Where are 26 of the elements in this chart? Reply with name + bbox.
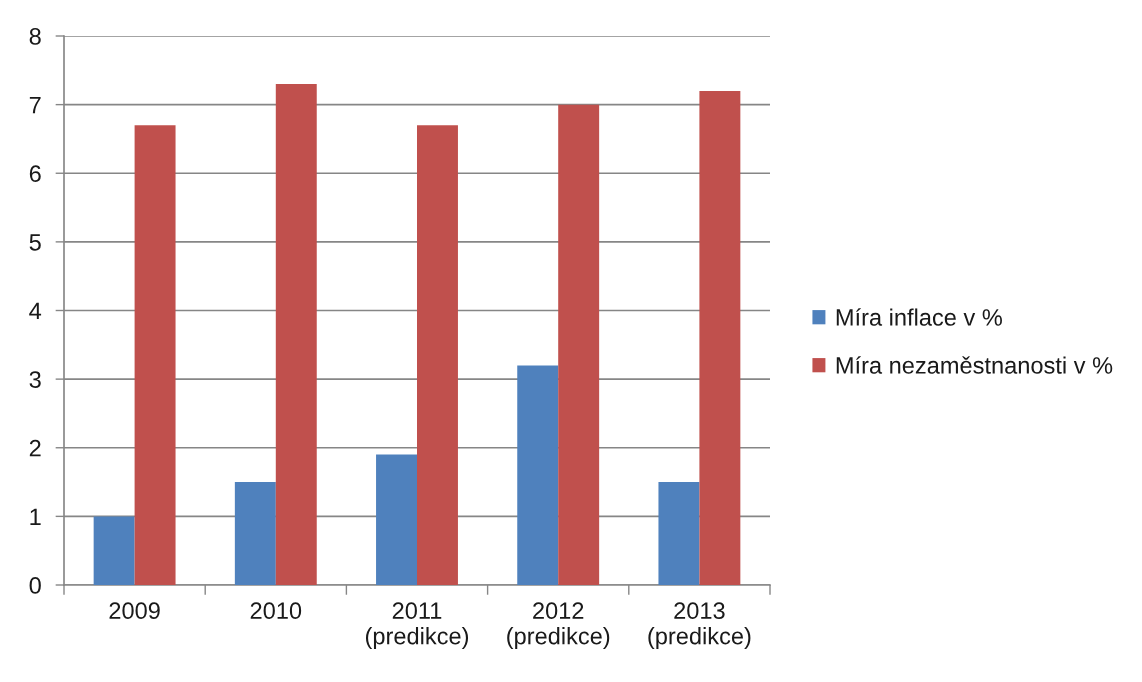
y-tick-label: 5 [29,234,41,251]
bar [699,90,741,585]
bar [517,365,559,585]
y-tick-label: 0 [29,577,41,594]
x-tick-label: 2013 (predikce) [648,602,751,650]
bar [376,454,417,585]
y-tick-label: 4 [29,302,42,320]
bar [93,516,135,585]
y-tick-label: 6 [29,165,41,183]
x-tick-label: 2010 [250,602,302,620]
bar [658,482,700,585]
legend-label: Míra nezaměstnanosti v % [836,356,1113,374]
bar [417,125,458,585]
y-tick-label: 7 [29,96,41,114]
x-tick-label: 2012 (predikce) [507,602,610,650]
x-tick-label: 2011 (predikce) [365,602,469,650]
y-tick-label: 1 [30,508,41,525]
bar [558,104,600,585]
legend-label: Míra inflace v % [836,308,1002,326]
y-tick-label: 3 [29,371,41,388]
bar [234,482,276,585]
bar [134,125,176,585]
bar [275,84,317,585]
x-tick-label: 2009 [109,602,160,620]
y-tick-label: 2 [29,439,41,457]
y-tick-label: 8 [29,28,41,45]
